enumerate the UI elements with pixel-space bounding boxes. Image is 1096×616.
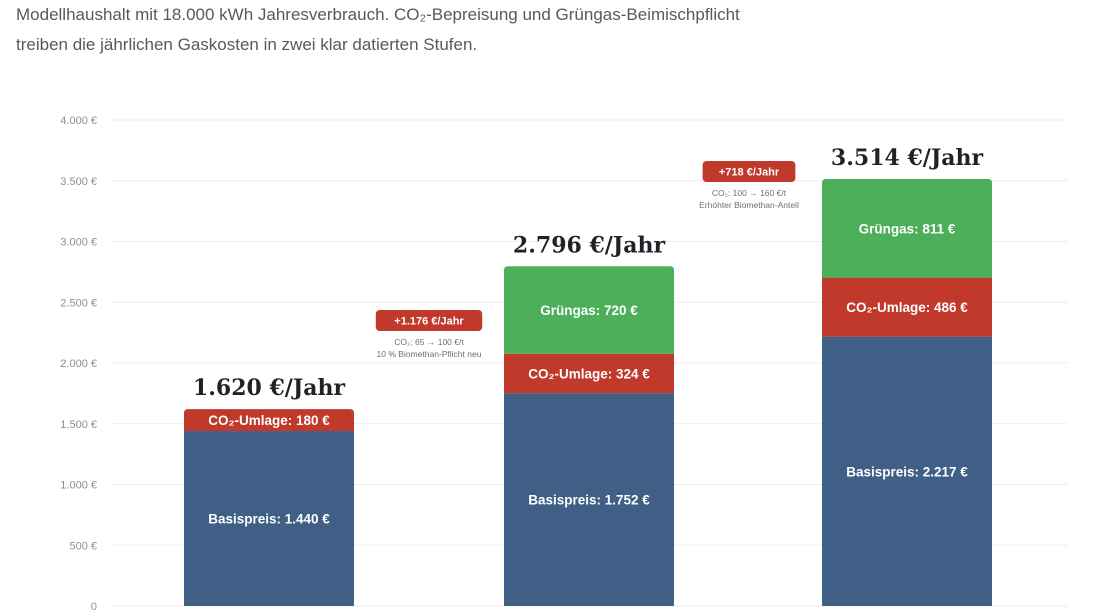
delta-badge: [375, 310, 483, 331]
segment-label: Basispreis: 1.440 €: [208, 512, 330, 527]
y-tick-label: 3.500 €: [60, 176, 97, 188]
bar-segment-gruen: [822, 179, 992, 278]
delta-badge: [702, 161, 796, 182]
bar-segment-co2: [504, 353, 674, 394]
bar-total-label: 2.796 €/Jahr: [513, 232, 666, 258]
y-tick-label: 500 €: [69, 540, 97, 552]
segment-label: Grüngas: 720 €: [540, 303, 638, 318]
segment-label: CO₂-Umlage: 486 €: [846, 300, 968, 315]
bar-segment-co2: [184, 409, 354, 432]
y-tick-label: 1.500 €: [60, 419, 97, 431]
bar-total-label: 3.514 €/Jahr: [831, 145, 984, 171]
bar-segment-basis: [822, 336, 992, 606]
y-tick-label: 3.000 €: [60, 237, 97, 249]
bar-segment-basis: [504, 393, 674, 606]
y-tick-label: 1.000 €: [60, 480, 97, 492]
segment-label: CO₂-Umlage: 324 €: [528, 366, 650, 381]
y-tick-label: 4.000 €: [60, 115, 97, 127]
segment-label: CO₂-Umlage: 180 €: [208, 413, 330, 428]
bar-segment-gruen: [504, 266, 674, 354]
subtitle-line-1: Modellhaushalt mit 18.000 kWh Jahresverb…: [16, 5, 740, 24]
delta-note: Erhöhter Biomethan-Anteil: [699, 200, 799, 210]
delta-badge-label: +1.176 €/Jahr: [394, 316, 464, 328]
y-tick-label: 0: [91, 601, 97, 613]
segment-label: Basispreis: 1.752 €: [528, 493, 650, 508]
bar-segment-co2: [822, 277, 992, 337]
delta-note: 10 % Biomethan-Pflicht neu: [377, 349, 482, 359]
chart-subtitle: Modellhaushalt mit 18.000 kWh Jahresverb…: [16, 0, 1016, 60]
bar-total-label: 1.620 €/Jahr: [193, 375, 346, 401]
subtitle-line-2: treiben die jährlichen Gaskosten in zwei…: [16, 35, 478, 54]
y-tick-label: 2.500 €: [60, 297, 97, 309]
delta-note: CO₂: 100 → 160 €/t: [712, 188, 787, 198]
delta-note: CO₂: 65 → 100 €/t: [394, 337, 464, 347]
segment-label: Grüngas: 811 €: [859, 221, 956, 236]
bar-segment-basis: [184, 431, 354, 606]
segment-label: Basispreis: 2.217 €: [846, 464, 968, 479]
y-tick-label: 2.000 €: [60, 358, 97, 370]
delta-badge-label: +718 €/Jahr: [719, 167, 780, 179]
